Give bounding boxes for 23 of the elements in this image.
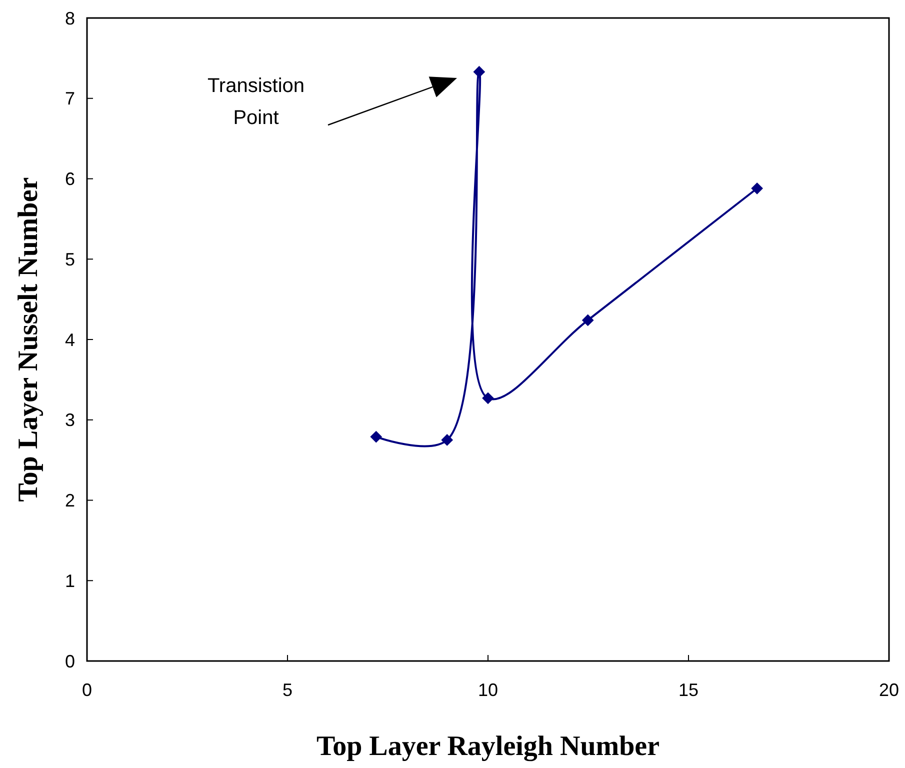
point — [751, 182, 764, 194]
y-tick-label: 7 — [64, 88, 75, 109]
point — [482, 392, 494, 404]
x-tick-label: 20 — [878, 680, 900, 700]
point — [582, 314, 594, 326]
y-tick-label: 6 — [64, 169, 75, 190]
y-tick-label: 3 — [64, 410, 75, 430]
x-tick-label: 15 — [678, 680, 699, 700]
point — [370, 430, 382, 443]
y-tick-label: 2 — [64, 490, 75, 511]
point — [473, 66, 486, 78]
x-tick-label: 10 — [478, 680, 498, 700]
y-tick-label: 0 — [64, 651, 75, 672]
y-tick-label: 5 — [64, 249, 75, 270]
y-axis-title: Top Layer Nusselt Number — [13, 177, 44, 502]
y-tick-label: 4 — [64, 330, 75, 350]
x-tick-label: 5 — [282, 680, 293, 700]
x-tick-label: 0 — [82, 680, 92, 700]
point — [441, 434, 454, 446]
y-tick-label: 8 — [64, 8, 75, 28]
annotation: Transistion Point — [207, 75, 305, 129]
y-tick-label: 1 — [64, 570, 75, 591]
x-axis-title: Top Layer Rayleigh Number — [316, 731, 660, 762]
